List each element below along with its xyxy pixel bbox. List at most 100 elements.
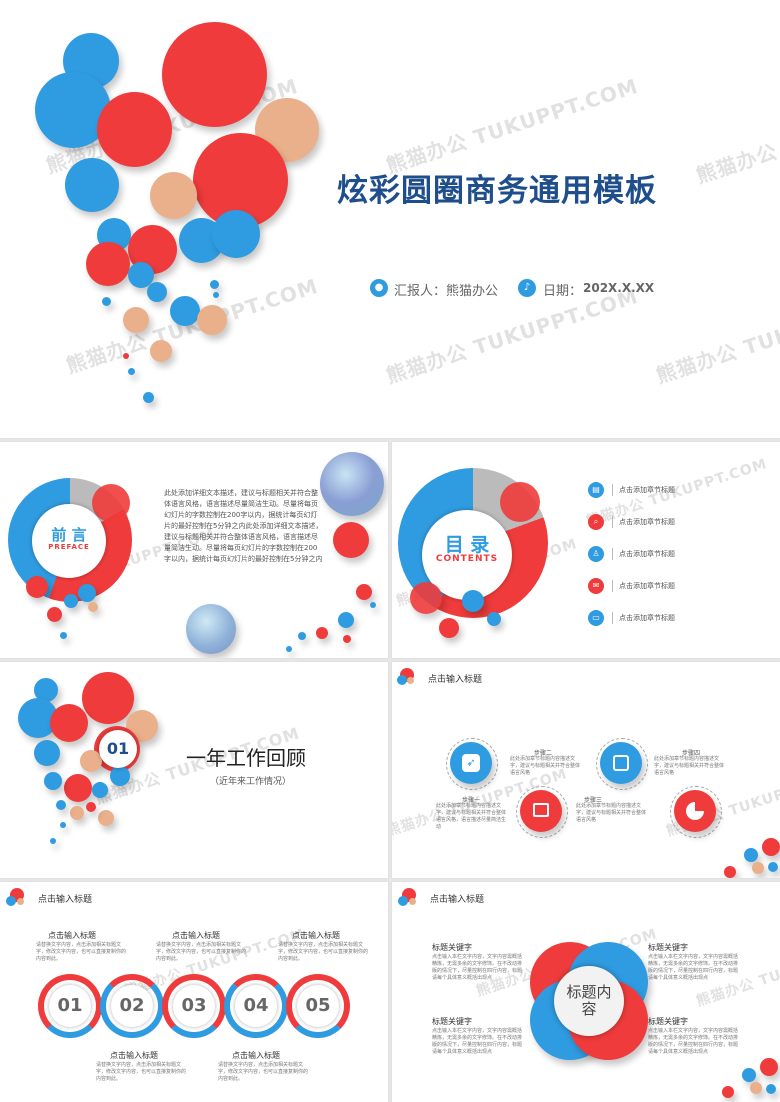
circle xyxy=(760,1058,778,1076)
contents-slide[interactable]: 熊猫办公 TUKUPPT.COM 熊猫办公 TUKUPPT.COM 目 录 CO… xyxy=(392,442,780,658)
date-label: 日期： xyxy=(543,284,583,299)
step-desc: 此处添加章节标题内容描述文字，建议与标题相关并符合整体语言风格 xyxy=(576,803,647,823)
divider xyxy=(612,516,613,528)
contents-item-label[interactable]: 点击添加章节标题 xyxy=(619,614,675,622)
circle xyxy=(768,862,778,872)
circle xyxy=(724,866,736,878)
item-desc: 请替换文字内容，点击添加相关标题文字，修改文字内容，也可以直接复制你的内容到此。 xyxy=(36,942,127,962)
divider xyxy=(612,580,613,592)
reporter-label: 汇报人：熊猫办公 xyxy=(394,284,499,299)
watermark: 熊猫办公 TUKUPPT.COM xyxy=(653,283,780,389)
preface-slide[interactable]: 熊猫办公 TUKUPPT.COM 前 言 PREFACE 此处添加详细文本描述，… xyxy=(0,442,388,658)
circle xyxy=(439,618,459,638)
cover-slide[interactable]: 熊猫办公 TUKUPPT.COM 熊猫办公 TUKUPPT.COM 熊猫办公 T… xyxy=(0,0,780,438)
section-subtitle: （近年来工作情况） xyxy=(210,777,292,787)
watermark: 熊猫办公 TUKUPPT.COM xyxy=(693,84,780,189)
step-label: 步骤四 xyxy=(682,750,701,757)
circle xyxy=(210,280,219,289)
circle xyxy=(123,353,129,359)
circle xyxy=(410,582,442,614)
steps-slide[interactable]: 熊猫办公 TUKUPPT.COM 熊猫办公 TUKUPPT.COM 点击输入标题… xyxy=(392,662,780,878)
circle xyxy=(298,632,306,640)
circle xyxy=(213,292,219,298)
monitor-icon[interactable]: ▭ xyxy=(588,610,604,626)
step-ring xyxy=(446,738,498,790)
number-badge[interactable]: 05 xyxy=(297,985,339,1027)
step-desc: 此处添加章节标题内容描述文字，建议与标题相关并符合整体语言风格 xyxy=(510,756,581,776)
wallet-icon xyxy=(533,803,549,817)
circle xyxy=(343,635,351,643)
number-badge[interactable]: 03 xyxy=(173,985,215,1027)
photo-circle xyxy=(320,452,384,516)
circle xyxy=(487,612,501,626)
circle xyxy=(462,590,484,612)
number-badge[interactable]: 02 xyxy=(111,985,153,1027)
contents-item-label[interactable]: 点击添加章节标题 xyxy=(619,582,675,590)
circle xyxy=(110,766,130,786)
preface-title: 前 言 xyxy=(51,526,87,544)
slide-header: 点击输入标题 xyxy=(38,895,93,905)
cover-title: 炫彩圆圈商务通用模板 xyxy=(337,173,657,209)
circle xyxy=(82,672,134,724)
chat-icon[interactable]: ✉ xyxy=(588,578,604,594)
person-icon[interactable]: ♙ xyxy=(588,546,604,562)
contents-badge xyxy=(422,510,512,600)
circle xyxy=(86,802,96,812)
circle xyxy=(102,297,111,306)
step-label: 步骤二 xyxy=(534,750,553,757)
circle xyxy=(88,602,98,612)
circle xyxy=(50,704,88,742)
number-ring xyxy=(100,974,164,1038)
logo-circle xyxy=(17,898,24,905)
circle xyxy=(60,822,66,828)
circle xyxy=(316,627,328,639)
step-ring xyxy=(670,786,722,838)
step-3-circle[interactable] xyxy=(600,742,642,784)
circle xyxy=(500,482,540,522)
contents-item-label[interactable]: 点击添加章节标题 xyxy=(619,518,675,526)
preface-badge xyxy=(32,504,106,578)
search-icon[interactable]: ⌕ xyxy=(588,514,604,530)
keywords-slide[interactable]: 熊猫办公 TUKUPPT.COM 熊猫办公 TUKUPPT.COM 点击输入标题… xyxy=(392,882,780,1102)
item-title: 点击输入标题 xyxy=(110,1051,158,1060)
circle xyxy=(128,368,135,375)
circle xyxy=(744,848,758,862)
item-title: 点击输入标题 xyxy=(172,931,220,940)
number-badge[interactable]: 04 xyxy=(235,985,277,1027)
circle xyxy=(762,838,780,856)
step-ring xyxy=(596,738,648,790)
divider xyxy=(612,548,613,560)
section-number: 01 xyxy=(106,739,130,758)
keyword-title: 标题关键字 xyxy=(648,943,688,952)
logo-circle xyxy=(409,898,416,905)
circle xyxy=(44,772,62,790)
numbers-slide[interactable]: 熊猫办公 TUKUPPT.COM 点击输入标题 点击输入标题 请替换文字内容，点… xyxy=(0,882,388,1102)
watermark: 熊猫办公 TUKUPPT.COM xyxy=(383,73,642,179)
circle xyxy=(78,584,96,602)
circle xyxy=(123,307,149,333)
circle xyxy=(752,862,764,874)
circle xyxy=(92,484,130,522)
item-title: 点击输入标题 xyxy=(232,1051,280,1060)
keyword-desc: 点击输入本栏文字内容，文字内容需概括精炼，无需多余的文字修饰。在不改动排版的情况… xyxy=(648,954,739,981)
circle xyxy=(286,646,292,652)
document-icon[interactable]: ▤ xyxy=(588,482,604,498)
slide-header: 点击输入标题 xyxy=(430,895,485,905)
logo-circle xyxy=(398,896,408,906)
section-slide[interactable]: 熊猫办公 TUKUPPT.COM 01 一年工作回顾 （近年来工作情况） xyxy=(0,662,388,878)
number-ring xyxy=(162,974,226,1038)
circle xyxy=(64,774,92,802)
circle xyxy=(26,576,48,598)
contents-item-label[interactable]: 点击添加章节标题 xyxy=(619,550,675,558)
contents-item-label[interactable]: 点击添加章节标题 xyxy=(619,486,675,494)
circle xyxy=(47,607,62,622)
contents-title: 目 录 xyxy=(444,534,490,556)
item-desc: 请替换文字内容，点击添加相关标题文字，修改文字内容，也可以直接复制你的内容到此。 xyxy=(218,1062,309,1082)
divider xyxy=(612,612,613,624)
center-badge xyxy=(554,966,624,1036)
step-2-circle[interactable] xyxy=(520,790,562,832)
contents-subtitle: CONTENTS xyxy=(435,554,499,564)
circle xyxy=(150,172,197,219)
circle xyxy=(197,305,227,335)
number-badge[interactable]: 01 xyxy=(49,985,91,1027)
